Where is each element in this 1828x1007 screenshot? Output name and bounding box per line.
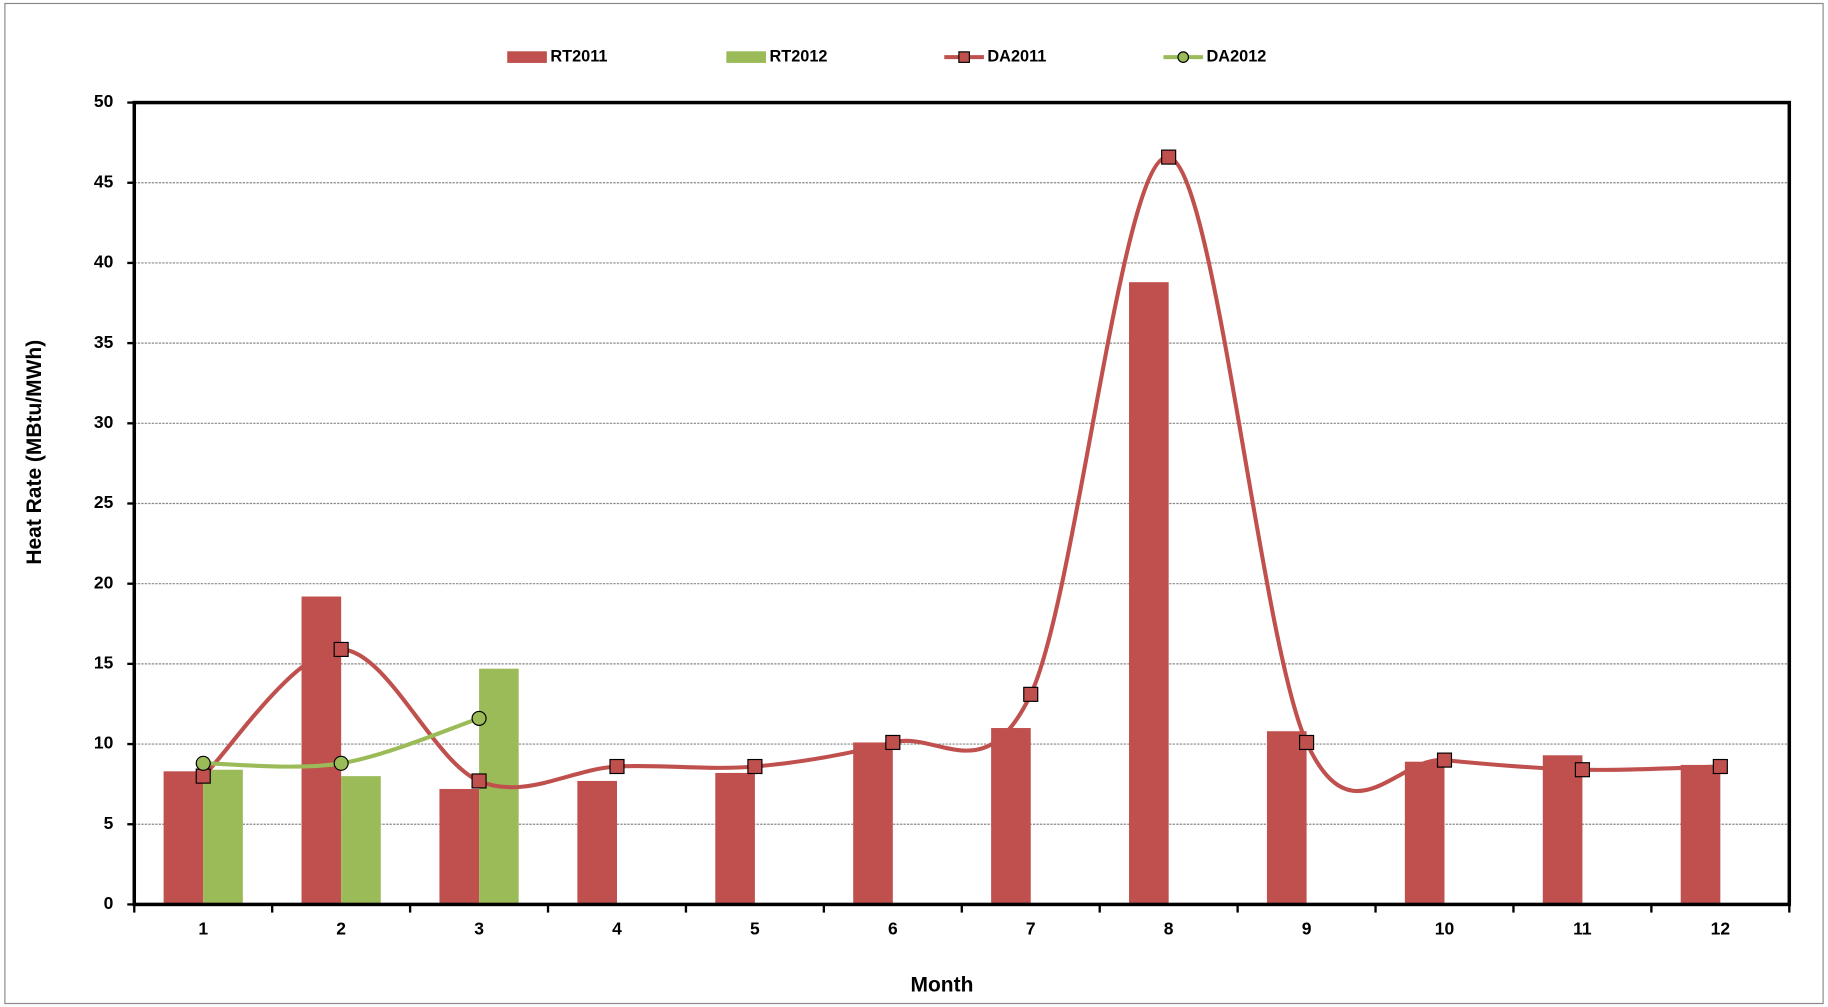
legend-swatch	[726, 51, 766, 63]
x-tick-label: 1	[198, 919, 208, 939]
marker	[1023, 686, 1039, 702]
y-tick-label: 5	[104, 813, 114, 833]
x-tick-label: 12	[1711, 919, 1731, 939]
marker	[747, 758, 763, 775]
marker	[333, 755, 349, 771]
legend-label: RT2012	[769, 47, 827, 65]
bar	[163, 771, 204, 905]
y-tick-label: 15	[94, 652, 114, 672]
x-tick-label: 11	[1573, 919, 1592, 939]
y-tick-label: 10	[94, 733, 113, 753]
bar	[853, 742, 893, 905]
y-tick-label: 20	[94, 572, 113, 592]
y-tick-label: 35	[94, 332, 114, 352]
bar	[341, 776, 381, 905]
y-tick-label: 45	[94, 171, 114, 191]
y-tick-label: 50	[94, 91, 113, 111]
legend-marker	[1177, 51, 1190, 63]
bar	[1129, 282, 1169, 905]
legend-label: DA2012	[1207, 47, 1267, 65]
marker	[885, 734, 901, 751]
bar	[439, 788, 480, 905]
marker	[1161, 149, 1177, 165]
marker	[333, 641, 349, 658]
x-tick-label: 9	[1302, 919, 1312, 939]
legend-marker	[958, 51, 970, 63]
y-axis-title: Heat Rate (MBtu/MWh)	[23, 340, 46, 565]
legend-label: DA2011	[987, 47, 1046, 65]
plot-frame	[132, 100, 1792, 907]
legend-swatch	[507, 51, 547, 63]
marker	[195, 768, 211, 784]
marker	[609, 758, 625, 775]
bar	[1266, 731, 1307, 905]
y-tick-label: 25	[94, 492, 114, 512]
x-tick-label: 5	[750, 919, 760, 939]
x-tick-label: 10	[1435, 919, 1454, 939]
legend-label: RT2011	[550, 47, 607, 65]
x-axis-title: Month	[911, 974, 974, 997]
bar	[203, 769, 243, 905]
x-tick-label: 4	[612, 919, 622, 939]
y-tick-label: 40	[94, 252, 113, 272]
marker	[471, 773, 487, 789]
marker	[471, 710, 487, 726]
bar	[991, 728, 1031, 905]
bar	[577, 780, 617, 905]
bar	[1542, 755, 1583, 905]
x-tick-label: 3	[474, 919, 484, 939]
marker	[1436, 752, 1453, 768]
marker	[195, 755, 211, 771]
x-tick-label: 8	[1164, 919, 1174, 939]
y-tick-label: 30	[94, 412, 113, 432]
y-tick-label: 0	[104, 893, 114, 913]
bar	[1404, 761, 1445, 905]
bar	[1680, 764, 1721, 905]
x-tick-label: 7	[1026, 919, 1036, 939]
bar	[715, 772, 755, 905]
marker	[1574, 762, 1590, 778]
marker	[1712, 758, 1728, 775]
x-tick-label: 6	[888, 919, 898, 939]
marker	[1299, 734, 1315, 751]
x-tick-label: 2	[336, 919, 346, 939]
